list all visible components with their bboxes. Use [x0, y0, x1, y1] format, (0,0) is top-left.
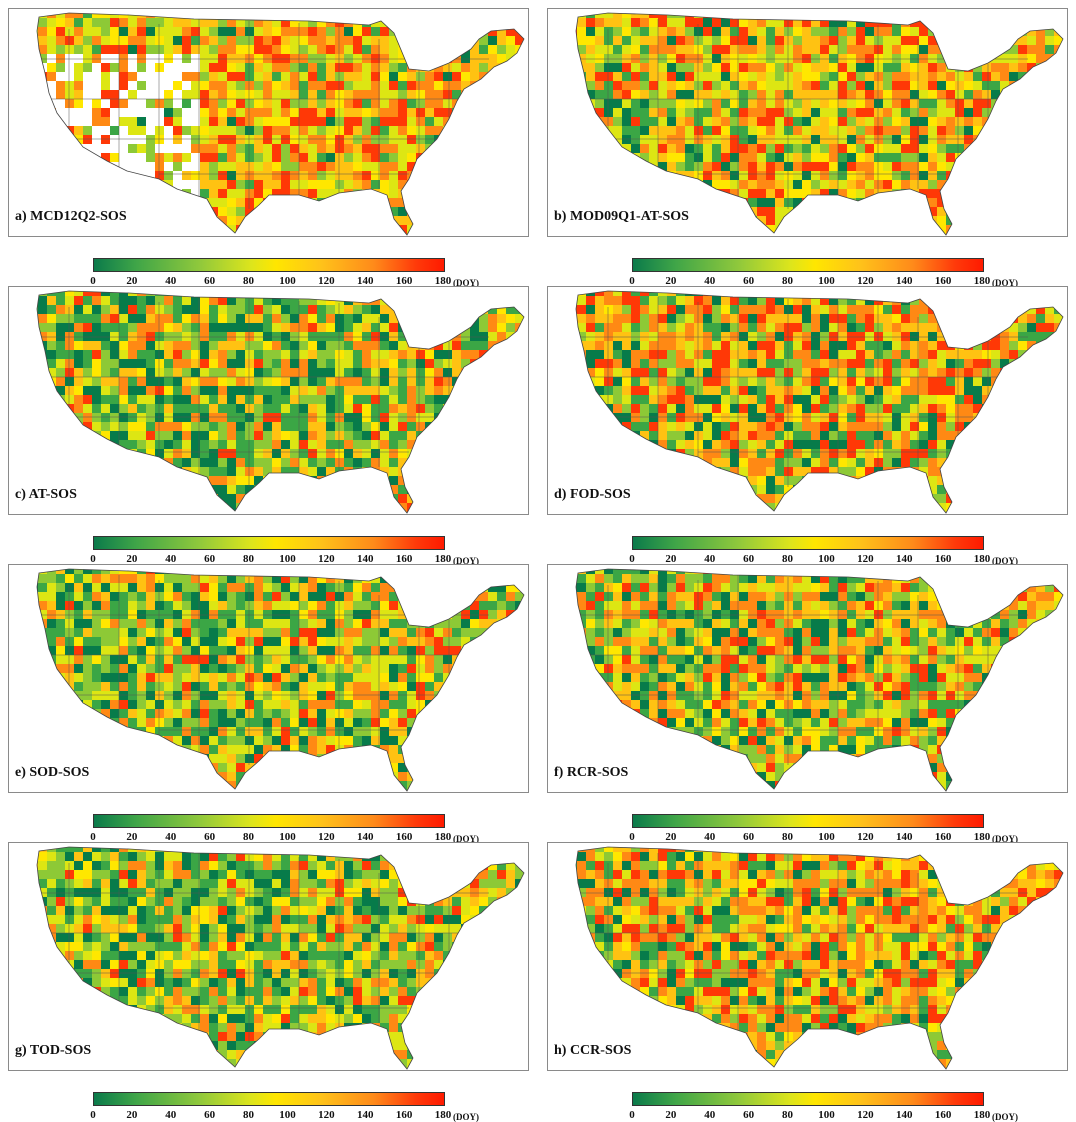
- colorbar: [632, 814, 984, 828]
- colorbar: [93, 814, 445, 828]
- panel-label: c) AT-SOS: [15, 487, 77, 503]
- us-map: [9, 9, 529, 237]
- map-frame: b) MOD09Q1-AT-SOS: [547, 8, 1068, 237]
- map-frame: d) FOD-SOS: [547, 286, 1068, 515]
- map-frame: h) CCR-SOS: [547, 842, 1068, 1071]
- panel-label: e) SOD-SOS: [15, 765, 89, 781]
- map-frame: f) RCR-SOS: [547, 564, 1068, 793]
- panel-label: a) MCD12Q2-SOS: [15, 209, 127, 225]
- map-frame: c) AT-SOS: [8, 286, 529, 515]
- colorbar: [632, 1092, 984, 1106]
- colorbar-unit: (DOY): [992, 1112, 1018, 1122]
- us-map: [9, 565, 529, 793]
- colorbar: [93, 258, 445, 272]
- us-map: [9, 287, 529, 515]
- map-frame: a) MCD12Q2-SOS: [8, 8, 529, 237]
- us-map: [9, 843, 529, 1071]
- colorbar: [632, 536, 984, 550]
- map-frame: e) SOD-SOS: [8, 564, 529, 793]
- panel-label: f) RCR-SOS: [554, 765, 628, 781]
- colorbar: [632, 258, 984, 272]
- us-map: [548, 287, 1068, 515]
- us-map: [548, 565, 1068, 793]
- colorbar-unit: (DOY): [453, 1112, 479, 1122]
- colorbar: [93, 1092, 445, 1106]
- us-map: [548, 9, 1068, 237]
- colorbar: [93, 536, 445, 550]
- panel-label: g) TOD-SOS: [15, 1043, 91, 1059]
- map-frame: g) TOD-SOS: [8, 842, 529, 1071]
- panel-label: d) FOD-SOS: [554, 487, 631, 503]
- panel-label: b) MOD09Q1-AT-SOS: [554, 209, 689, 225]
- panel-label: h) CCR-SOS: [554, 1043, 631, 1059]
- us-map: [548, 843, 1068, 1071]
